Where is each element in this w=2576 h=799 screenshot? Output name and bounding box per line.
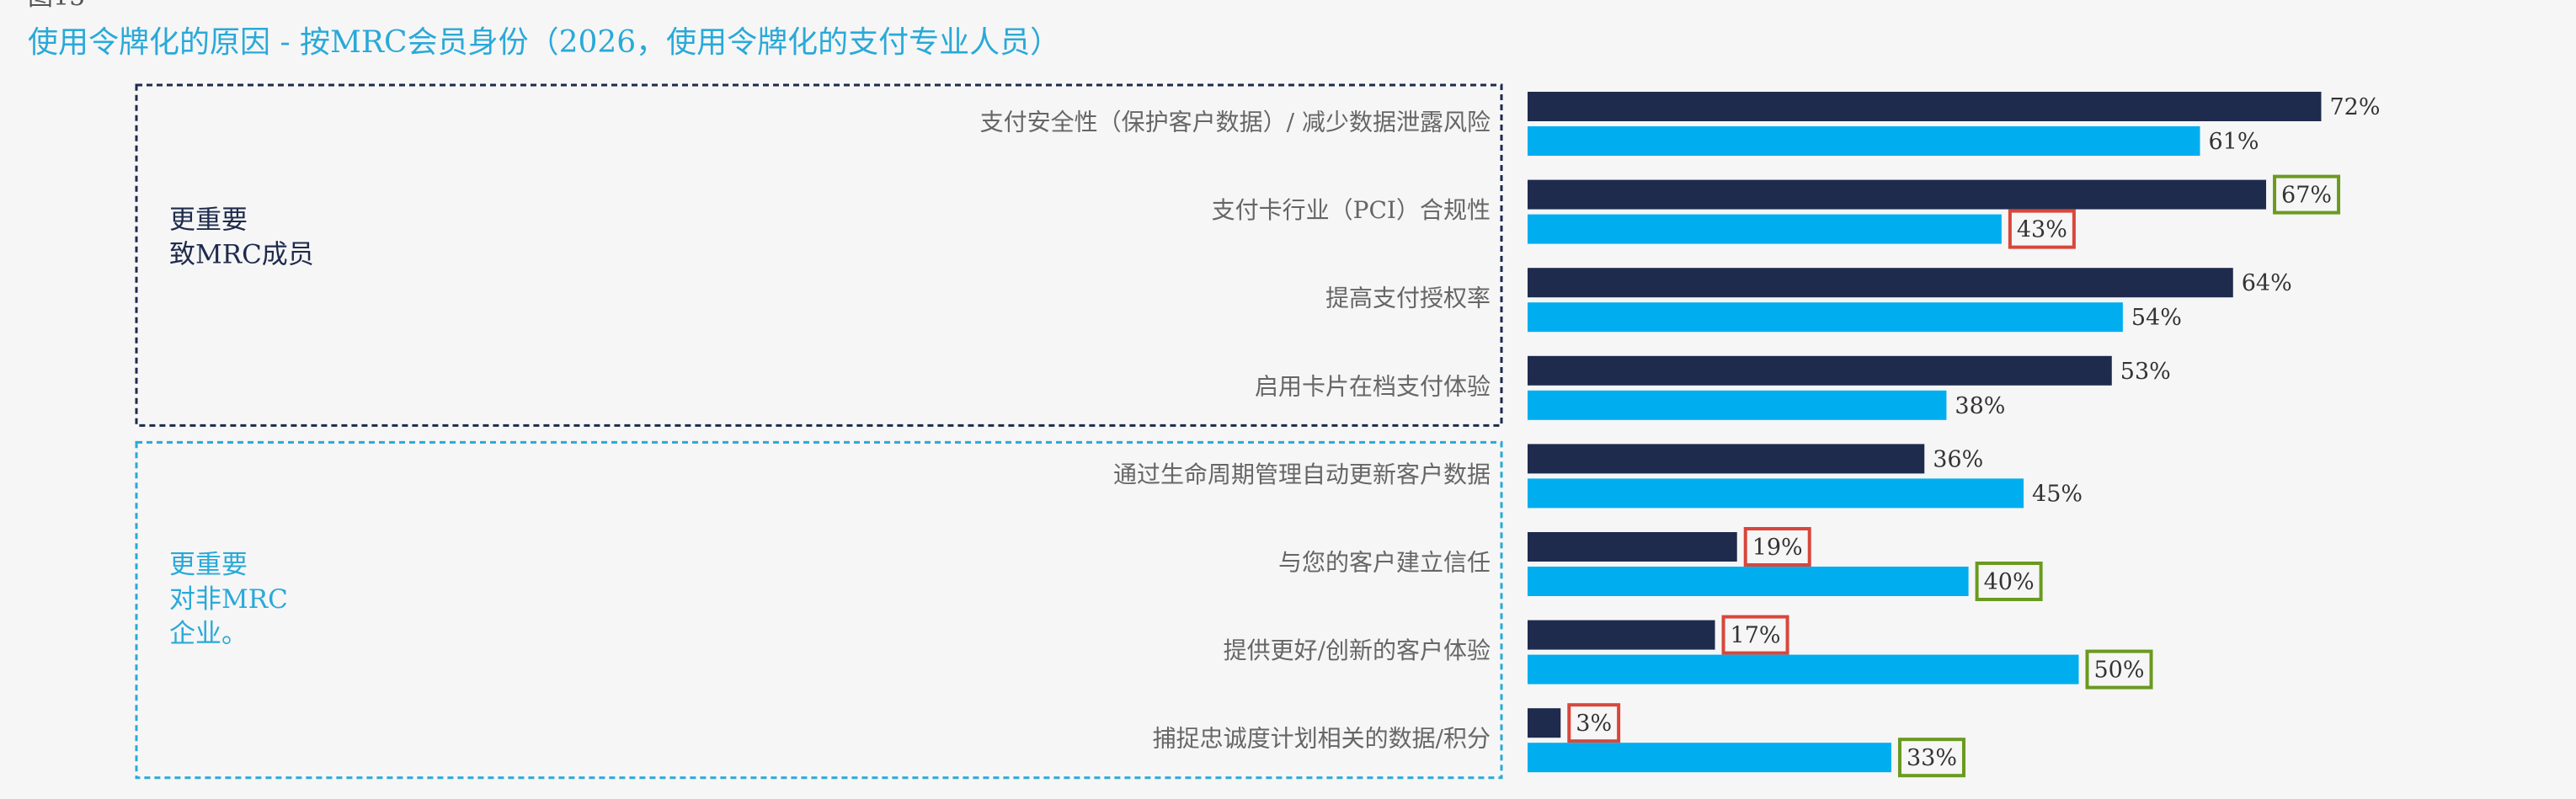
highlight-box	[1743, 527, 1811, 567]
value-label: 61%	[2208, 129, 2259, 155]
chart-title: 使用令牌化的原因 - 按MRC会员身份（2026，使用令牌化的支付专业人员）	[28, 25, 1060, 60]
bar	[1528, 126, 2200, 156]
category-label: 提高支付授权率	[1325, 285, 1491, 312]
group-label: 更重要	[169, 550, 248, 580]
category-label: 支付卡行业（PCI）合规性	[1212, 196, 1491, 224]
category-label: 启用卡片在档支付体验	[1255, 372, 1491, 400]
bar	[1528, 654, 2079, 684]
group-box	[135, 83, 1503, 427]
highlight-box	[1721, 615, 1789, 655]
figure-label: 图15	[28, 0, 85, 12]
highlight-box	[2008, 209, 2076, 249]
value-label: 3%	[1576, 711, 1612, 737]
bar	[1528, 302, 2123, 333]
bar	[1528, 92, 2322, 121]
group-label: 企业。	[169, 619, 248, 649]
category-label: 捕捉忠诚度计划相关的数据/积分	[1153, 725, 1491, 753]
bar	[1528, 532, 1737, 562]
bar	[1528, 567, 1969, 596]
value-label: 72%	[2329, 94, 2380, 120]
bar	[1528, 708, 1561, 738]
category-label: 通过生命周期管理自动更新客户数据	[1113, 461, 1491, 488]
highlight-box	[2085, 649, 2153, 690]
bar	[1528, 620, 1715, 650]
bar	[1528, 268, 2233, 298]
bar	[1528, 355, 2112, 386]
group-box	[135, 440, 1503, 780]
value-label: 40%	[1984, 569, 2035, 595]
value-label: 19%	[1752, 535, 1803, 561]
value-label: 50%	[2094, 658, 2145, 684]
group-label: 致MRC成员	[169, 240, 314, 270]
value-label: 67%	[2281, 183, 2332, 209]
value-label: 53%	[2120, 359, 2171, 385]
bar	[1528, 214, 2002, 244]
highlight-box	[1975, 562, 2043, 601]
bar	[1528, 179, 2267, 210]
category-label: 支付安全性（保护客户数据）/ 减少数据泄露风险	[980, 109, 1491, 136]
value-label: 17%	[1731, 623, 1781, 649]
value-label: 43%	[2017, 217, 2067, 243]
bar	[1528, 390, 1947, 420]
value-label: 64%	[2242, 270, 2292, 296]
highlight-box	[1567, 703, 1621, 743]
group-label: 对非MRC	[169, 584, 288, 615]
bar	[1528, 478, 2024, 509]
group-label: 更重要	[169, 205, 248, 236]
value-label: 54%	[2131, 305, 2182, 331]
category-label: 提供更好/创新的客户体验	[1224, 637, 1491, 664]
bar	[1528, 743, 1891, 773]
category-label: 与您的客户建立信任	[1278, 549, 1491, 577]
value-label: 38%	[1955, 393, 2005, 419]
highlight-box	[1897, 738, 1965, 778]
value-label: 36%	[1933, 446, 1983, 472]
highlight-box	[2273, 174, 2341, 215]
bar	[1528, 444, 1925, 474]
value-label: 33%	[1907, 745, 1957, 771]
value-label: 45%	[2032, 481, 2083, 507]
